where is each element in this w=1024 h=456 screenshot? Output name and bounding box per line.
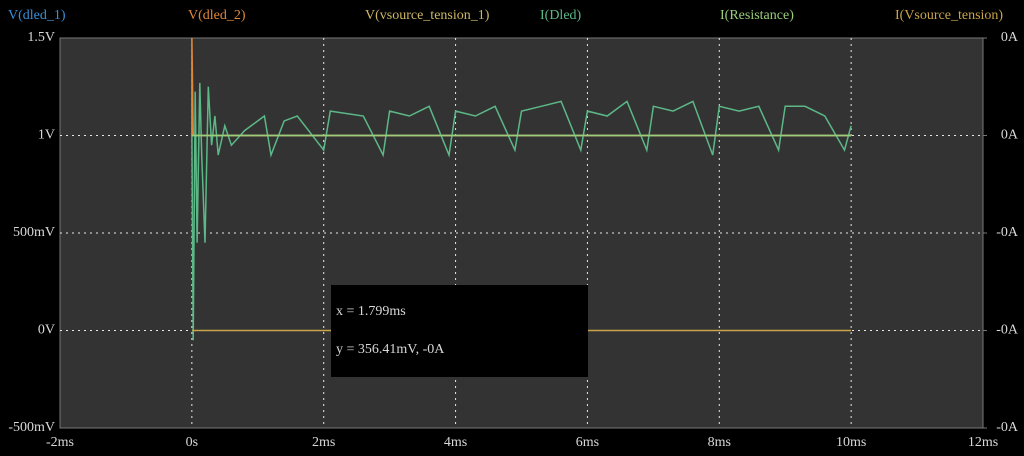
x-tick-label: 6ms [576,435,599,450]
cursor-box [331,285,588,377]
legend-entry: V(dled_1) [8,8,66,23]
y-tick-label: 1V [38,128,55,143]
y-tick-label: 1.5V [27,30,55,45]
x-tick-label: 4ms [444,435,467,450]
x-tick-label: 10ms [836,435,866,450]
y2-tick-label: -0A [996,420,1019,435]
x-tick-label: 8ms [708,435,731,450]
y2-tick-label: -0A [996,225,1019,240]
y2-tick-label: 0A [1001,128,1019,143]
annotation: y = 356.41mV, -0A [336,342,445,357]
legend-entry: V(vsource_tension_1) [365,8,490,23]
legend-entry: I(Vsource_tension) [895,8,1003,23]
y-tick-label: -500mV [8,420,55,435]
x-tick-label: 12ms [968,435,998,450]
annotation: x = 1.799ms [336,304,406,319]
legend-entry: I(Resistance) [720,8,794,23]
legend-entry: V(dled_2) [188,8,246,23]
y-tick-label: 500mV [13,225,55,240]
y2-tick-label: 0A [1001,30,1019,45]
y2-tick-label: -0A [996,323,1019,338]
x-tick-label: 2ms [312,435,335,450]
legend-entry: I(Dled) [540,8,582,23]
y-tick-label: 0V [38,323,55,338]
x-tick-label: 0s [186,435,198,450]
x-tick-label: -2ms [46,435,74,450]
